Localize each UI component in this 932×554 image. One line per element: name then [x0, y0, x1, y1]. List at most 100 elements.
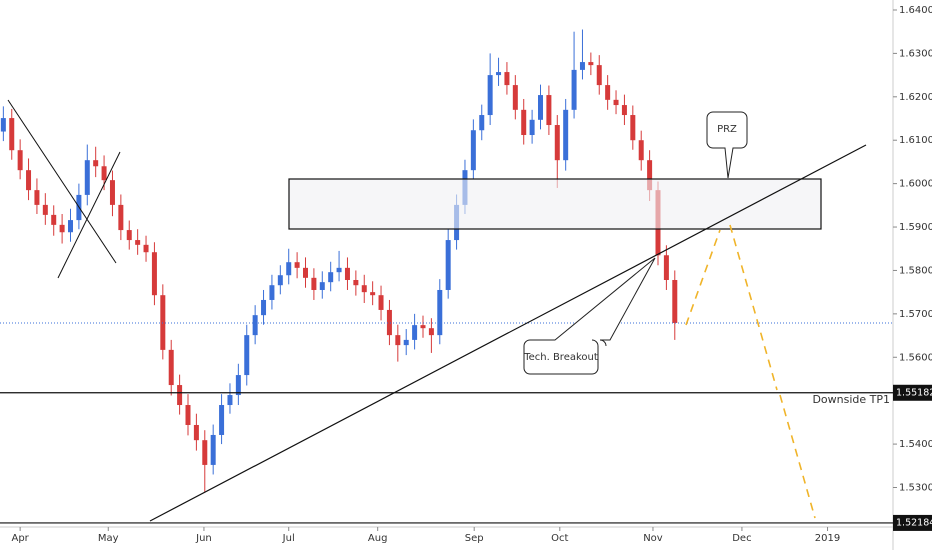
x-tick-label: Dec: [732, 533, 751, 544]
candle-body: [202, 440, 208, 465]
candle-body: [336, 267, 342, 273]
pattern-line: [7, 99, 117, 264]
annotation: Tech. Breakout: [523, 352, 598, 363]
candle-body: [9, 118, 15, 151]
candle-body: [579, 62, 585, 70]
candle-body: [445, 240, 451, 290]
candle-body: [177, 385, 183, 406]
candle-body: [344, 267, 350, 280]
candle-body: [672, 279, 678, 323]
candle-body: [143, 244, 149, 253]
x-tick-label: Jul: [282, 533, 295, 544]
candle-body: [512, 85, 518, 110]
candle-body: [294, 262, 300, 268]
candle-body: [51, 214, 57, 225]
level-label: 1.52184: [896, 517, 932, 528]
projection-arrow: [779, 394, 816, 519]
x-tick-label: 2019: [815, 533, 840, 544]
y-tick-label: 1.58000: [899, 265, 932, 276]
candle-body: [286, 262, 292, 276]
x-tick-label: Apr: [11, 533, 29, 544]
candle-body: [328, 272, 334, 283]
prz-zone: [288, 178, 822, 230]
candle-body: [353, 279, 359, 286]
candle-body: [370, 292, 376, 296]
candle-body: [395, 335, 401, 346]
candle-body: [496, 72, 502, 76]
trendline: [149, 144, 867, 522]
candle-body: [219, 405, 225, 435]
annotation: Downside TP1: [812, 393, 890, 406]
level-label: 1.55182: [896, 387, 932, 398]
candle-body: [135, 240, 141, 245]
callout: [523, 257, 656, 375]
candle-body: [621, 105, 627, 116]
candle-body: [185, 405, 191, 425]
x-tick-label: Jun: [195, 533, 212, 544]
candle-body: [261, 299, 267, 316]
candle-body: [521, 109, 527, 136]
candle-body: [244, 335, 250, 376]
candle-body: [277, 275, 283, 286]
candle-body: [647, 160, 653, 191]
candle-body: [420, 325, 426, 329]
candle-body: [17, 150, 23, 171]
candle-body: [487, 75, 493, 116]
candle-body: [638, 140, 644, 161]
drawings: PRZ Tech. Breakout Downside TP1: [7, 99, 890, 522]
candle-body: [34, 190, 40, 205]
candle-body: [613, 99, 619, 106]
y-tick-label: 1.61000: [899, 135, 932, 146]
candle-body: [227, 395, 233, 406]
x-tick-label: Oct: [551, 533, 568, 544]
candle-body: [403, 339, 409, 346]
x-tick-label: Sep: [465, 533, 484, 544]
candle-body: [529, 119, 535, 136]
candle-body: [269, 285, 275, 300]
candle-body: [59, 224, 65, 233]
candle-body: [588, 62, 594, 66]
y-tick-label: 1.63000: [899, 48, 932, 59]
projection-arrow: [729, 224, 778, 391]
candle-body: [319, 282, 325, 290]
projection-arrow: [685, 229, 721, 326]
candle-body: [93, 160, 99, 167]
candle-body: [26, 170, 32, 191]
pattern-line: [57, 151, 121, 279]
level-tag: [893, 384, 932, 401]
y-tick-label: 1.59000: [899, 222, 932, 233]
candle-body: [0, 118, 6, 132]
y-tick-label: 1.64000: [899, 5, 932, 16]
y-tick-label: 1.57000: [899, 309, 932, 320]
level-tag: [893, 514, 932, 531]
candle-body: [605, 85, 611, 100]
candle-body: [109, 180, 115, 205]
candle-body: [84, 160, 90, 195]
x-tick-label: Nov: [643, 533, 663, 544]
y-tick-label: 1.62000: [899, 92, 932, 103]
callout: [706, 111, 748, 179]
candle-body: [596, 65, 602, 86]
candle-body: [554, 125, 560, 161]
candle-body: [151, 252, 157, 296]
candle-body: [118, 204, 124, 231]
candle-body: [101, 166, 107, 181]
candle-body: [428, 328, 434, 336]
annotation: PRZ: [717, 124, 737, 135]
candle-body: [663, 255, 669, 280]
candle-body: [479, 115, 485, 131]
candle-body: [68, 220, 73, 233]
y-tick-label: 1.54000: [899, 439, 932, 450]
candle-body: [311, 277, 317, 290]
candle-body: [412, 325, 418, 340]
candle-body: [571, 69, 577, 110]
candle-body: [252, 315, 258, 336]
x-tick-label: May: [98, 533, 119, 544]
candle-body: [563, 109, 569, 161]
y-tick-label: 1.56000: [899, 352, 932, 363]
candle-body: [546, 95, 552, 126]
candle-body: [361, 285, 367, 293]
candle-body: [303, 267, 308, 278]
